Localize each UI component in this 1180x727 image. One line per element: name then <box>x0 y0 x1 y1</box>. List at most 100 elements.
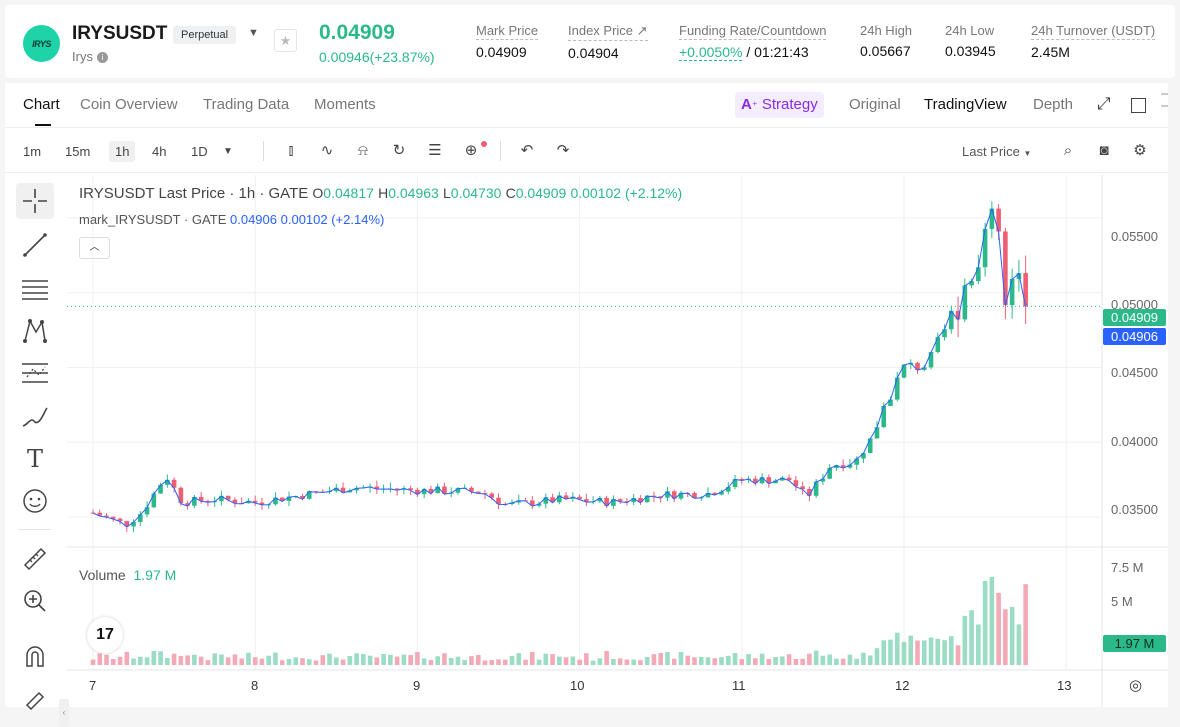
price-type-select[interactable]: Last Price ▼ <box>962 144 1031 159</box>
lock-drawing-icon[interactable] <box>16 679 54 715</box>
volume-bar <box>982 580 988 665</box>
indicators-icon[interactable]: ∿ <box>320 142 334 159</box>
stat-label[interactable]: 24h Turnover (USDT) <box>1031 23 1156 40</box>
volume-bar <box>597 658 603 665</box>
favorite-star-icon[interactable]: ★ <box>274 29 297 52</box>
candle-body <box>976 267 981 282</box>
volume-bar <box>786 654 792 665</box>
timeframe-1h[interactable]: 1h <box>109 141 136 162</box>
volume-bar <box>996 592 1001 665</box>
search-icon[interactable]: ⌕ <box>1063 142 1073 159</box>
camera-icon[interactable]: ◙ <box>1099 142 1109 159</box>
ruler-icon[interactable] <box>16 541 54 577</box>
time-settings-icon[interactable]: ◎ <box>1129 677 1143 694</box>
zoom-in-icon[interactable] <box>16 583 54 619</box>
candle-body <box>678 492 684 499</box>
templates-icon[interactable]: ☰ <box>428 142 442 159</box>
view-original[interactable]: Original <box>849 96 901 113</box>
add-plus-icon[interactable]: ⊕ <box>464 142 478 159</box>
prediction-icon[interactable] <box>16 355 54 391</box>
timeframe-1m[interactable]: 1m <box>23 144 42 159</box>
crosshair-icon[interactable] <box>16 183 54 219</box>
tab-chart[interactable]: Chart <box>23 96 60 126</box>
window-icon[interactable] <box>1131 98 1146 113</box>
volume-bar <box>198 656 204 665</box>
candle-body <box>827 467 832 479</box>
strategy-button[interactable]: A⁺ Strategy <box>735 92 824 118</box>
volume-bar <box>935 638 941 665</box>
emoji-icon[interactable] <box>16 483 54 519</box>
pattern-icon[interactable] <box>16 313 54 349</box>
y-tick-label: 0.05500 <box>1111 229 1158 244</box>
volume-bar <box>516 653 522 665</box>
candle-body <box>928 352 934 368</box>
volume-bar <box>874 648 880 665</box>
candle-body <box>807 488 812 496</box>
gear-icon[interactable]: ⚙ <box>1133 142 1147 159</box>
view-depth[interactable]: Depth <box>1033 96 1074 113</box>
volume-bar <box>496 659 501 665</box>
price-chart[interactable]: IRYSUSDT Last Price · 1h · GATE O0.04817… <box>67 175 1168 707</box>
timeframe-15m[interactable]: 15m <box>65 144 91 159</box>
volume-bar <box>732 652 738 665</box>
stat-label[interactable]: Index Price ↗ <box>568 23 648 41</box>
volume-bar <box>746 654 751 665</box>
volume-bar <box>928 637 934 665</box>
volume-bar <box>908 635 914 665</box>
brush-icon[interactable] <box>16 399 54 435</box>
candle-body <box>219 495 224 502</box>
volume-bar <box>861 652 866 665</box>
horizontal-lines-icon[interactable] <box>16 271 54 307</box>
volume-bar <box>888 639 893 665</box>
trendline-icon[interactable] <box>16 227 54 263</box>
contract-type-badge: Perpetual <box>173 26 237 44</box>
candle-body <box>888 399 893 406</box>
redo-icon[interactable]: ↷ <box>556 142 570 159</box>
tab-coin-overview[interactable]: Coin Overview <box>80 96 178 113</box>
candle-type-icon[interactable]: ⫾ <box>288 142 294 159</box>
timeframe-1d[interactable]: 1D <box>191 144 208 159</box>
timeframe-4h[interactable]: 4h <box>152 144 167 159</box>
ohlc-low: L <box>442 185 451 201</box>
stat-value: 0.05667 <box>860 43 911 59</box>
candle-body <box>225 495 231 500</box>
volume-bar <box>192 654 197 665</box>
vol-tick-label: 7.5 M <box>1111 560 1144 575</box>
volume-bar <box>590 660 596 665</box>
volume-bar <box>773 656 778 665</box>
stat-label[interactable]: Funding Rate/Countdown <box>679 23 827 40</box>
stat-24h-low: 24h Low 0.03945 <box>945 23 996 59</box>
tab-trading-data[interactable]: Trading Data <box>203 96 290 113</box>
volume-bar <box>286 658 292 665</box>
stat-value: +0.0050% / 01:21:43 <box>679 44 826 61</box>
candle-body <box>428 488 434 494</box>
symbol-dropdown-icon[interactable]: ▼ <box>248 27 259 39</box>
panel-scroll-handle[interactable] <box>1161 93 1168 107</box>
replay-icon[interactable]: ↻ <box>392 142 406 159</box>
chart-canvas[interactable] <box>67 175 1168 707</box>
volume-bar <box>739 659 745 665</box>
volume-bar <box>124 651 130 665</box>
tab-moments[interactable]: Moments <box>314 96 376 113</box>
tradingview-logo[interactable]: 17 <box>87 617 123 653</box>
candle-body <box>894 377 900 400</box>
candle-body <box>124 521 130 527</box>
undo-icon[interactable]: ↶ <box>520 142 534 159</box>
symbol-name[interactable]: IRYSUSDT <box>72 23 168 44</box>
volume-bar <box>644 656 650 665</box>
volume-bar <box>584 653 589 665</box>
magnet-icon[interactable] <box>16 639 54 675</box>
volume-bar <box>827 654 832 665</box>
collapse-legend-button[interactable]: ︿ <box>79 237 110 259</box>
candle-body <box>881 405 887 428</box>
fullscreen-icon[interactable]: ⤢ <box>1097 94 1111 113</box>
stat-label[interactable]: Mark Price <box>476 23 539 40</box>
view-tradingview[interactable]: TradingView <box>924 96 1007 113</box>
alert-icon[interactable]: ⍾ <box>358 142 368 159</box>
volume-value: 1.97 M <box>133 567 177 583</box>
text-tool-icon[interactable]: T <box>26 445 43 473</box>
timeframe-dropdown-icon[interactable]: ▼ <box>223 146 233 157</box>
volume-bar <box>820 655 826 665</box>
candle-body <box>739 478 745 481</box>
info-icon[interactable]: i <box>96 52 108 63</box>
